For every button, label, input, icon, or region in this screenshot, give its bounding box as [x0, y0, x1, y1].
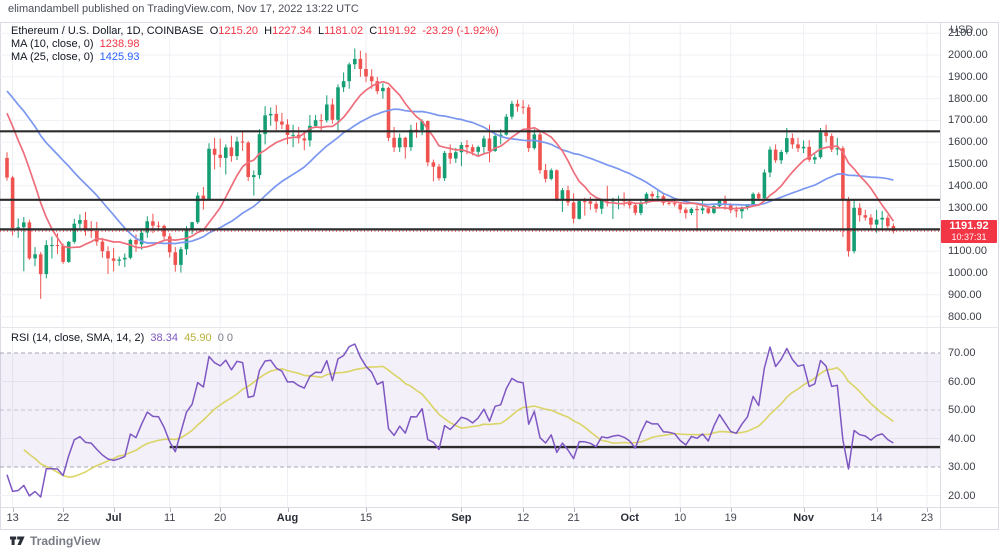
price-axis-label: 1500.00	[948, 158, 988, 170]
time-axis-tick	[169, 508, 171, 512]
tradingview-logo-icon	[10, 536, 25, 545]
rsi-axis-label: 70.00	[948, 347, 976, 359]
price-axis-label: 1700.00	[948, 114, 988, 127]
ohlc-low-label: L	[318, 25, 325, 37]
time-axis-tick	[12, 508, 14, 512]
ma25-value: 1425.93	[99, 51, 140, 63]
price-axis-label: 1600.00	[948, 136, 988, 149]
ohlc-low-value: 1181.02	[324, 25, 364, 37]
time-axis-label: 15	[359, 512, 373, 524]
ma25-label: MA (25, close, 0)	[11, 51, 94, 63]
price-axis-label: 2100.00	[948, 27, 988, 40]
snapshot-header: elimandambell published on TradingView.c…	[8, 3, 359, 15]
time-axis-label: 23	[920, 512, 934, 524]
candle-countdown: 10:37:31	[951, 232, 987, 243]
time-axis-label: Oct	[620, 512, 639, 524]
time-axis-tick	[927, 508, 929, 512]
price-axis-currency: USD	[950, 24, 974, 36]
time-axis-label: 13	[6, 512, 19, 524]
time-axis-tick	[461, 508, 463, 512]
ma10-value: 1238.98	[99, 38, 140, 50]
time-axis-label: 10	[674, 512, 687, 524]
price-axis-label: 1000.00	[948, 267, 988, 279]
time-axis-tick	[730, 508, 732, 512]
price-axis-label: 900.00	[948, 288, 982, 301]
time-axis-label: 21	[567, 512, 580, 524]
ma25-legend-row[interactable]: MA (25, close, 0) 1425.93	[11, 51, 499, 64]
time-axis-label: 22	[56, 512, 70, 524]
time-axis-label: Jul	[105, 512, 122, 524]
current-price-value: 1191.92	[949, 220, 989, 233]
time-axis-tick	[680, 508, 682, 512]
change-value: -23.29 (-1.92%)	[422, 25, 499, 37]
time-axis-tick	[629, 508, 631, 512]
time-axis-border	[0, 507, 999, 508]
tradingview-watermark-text: TradingView	[30, 534, 101, 548]
ohlc-close-value: 1191.92	[377, 25, 417, 37]
ohlc-high-label: H	[264, 25, 273, 37]
time-axis-tick	[876, 508, 878, 512]
time-axis-tick	[573, 508, 575, 512]
main-legend[interactable]: Ethereum / U.S. Dollar, 1D, COINBASE O12…	[11, 25, 499, 64]
time-axis-label: 20	[214, 512, 227, 524]
time-axis-tick	[803, 508, 805, 512]
rsi-value: 38.34	[150, 332, 178, 344]
rsi-label: RSI (14, close, SMA, 14, 2)	[11, 332, 145, 344]
ohlc-close-label: C	[369, 25, 378, 37]
rsi-axis-label: 20.00	[948, 489, 976, 502]
rsi-axis-label: 40.00	[948, 432, 976, 445]
time-axis-label: 11	[163, 512, 176, 524]
tradingview-watermark[interactable]: TradingView	[10, 534, 100, 548]
time-axis-label: 12	[516, 512, 530, 524]
rsi-extra-values: 0 0	[217, 332, 234, 344]
ma10-label: MA (10, close, 0)	[11, 38, 94, 50]
symbol-title: Ethereum / U.S. Dollar, 1D, COINBASE	[11, 25, 204, 37]
chart-frame	[0, 22, 999, 530]
time-axis-label: 14	[870, 512, 883, 524]
symbol-legend-row[interactable]: Ethereum / U.S. Dollar, 1D, COINBASE O12…	[11, 25, 499, 38]
price-chart[interactable]	[0, 22, 940, 327]
pane-separator	[0, 327, 999, 328]
ohlc-open-label: O	[209, 25, 219, 37]
price-axis-border	[940, 22, 941, 530]
price-axis-label: 1900.00	[948, 70, 988, 83]
time-axis-tick	[287, 508, 289, 512]
rsi-axis-label: 50.00	[948, 404, 976, 416]
time-axis-label: Nov	[793, 512, 814, 524]
time-axis-tick	[366, 508, 368, 512]
ohlc-high-value: 1227.34	[272, 25, 312, 37]
time-axis-tick	[63, 508, 65, 512]
rsi-chart[interactable]	[0, 327, 940, 507]
rsi-legend[interactable]: RSI (14, close, SMA, 14, 2) 38.34 45.90 …	[11, 332, 233, 345]
time-axis-tick	[113, 508, 115, 512]
rsi-ma-value: 45.90	[184, 332, 212, 344]
rsi-axis-label: 60.00	[948, 375, 976, 388]
price-axis-label: 1300.00	[948, 201, 988, 214]
current-price-badge: 1191.92 10:37:31	[941, 220, 997, 244]
time-axis-label: Aug	[276, 512, 299, 524]
price-axis-label: 2000.00	[948, 49, 988, 61]
time-axis-label: 19	[724, 512, 737, 524]
price-axis-label: 1400.00	[948, 179, 988, 192]
price-axis-label: 1100.00	[948, 245, 987, 258]
rsi-axis-label: 30.00	[948, 461, 976, 473]
ohlc-open-value: 1215.20	[218, 25, 259, 37]
time-axis-label: Sep	[451, 512, 472, 524]
time-axis-tick	[523, 508, 525, 512]
price-axis-label: 800.00	[948, 310, 982, 323]
time-axis-tick	[220, 508, 222, 512]
price-axis-label: 1800.00	[948, 92, 988, 105]
ma10-legend-row[interactable]: MA (10, close, 0) 1238.98	[11, 38, 499, 51]
